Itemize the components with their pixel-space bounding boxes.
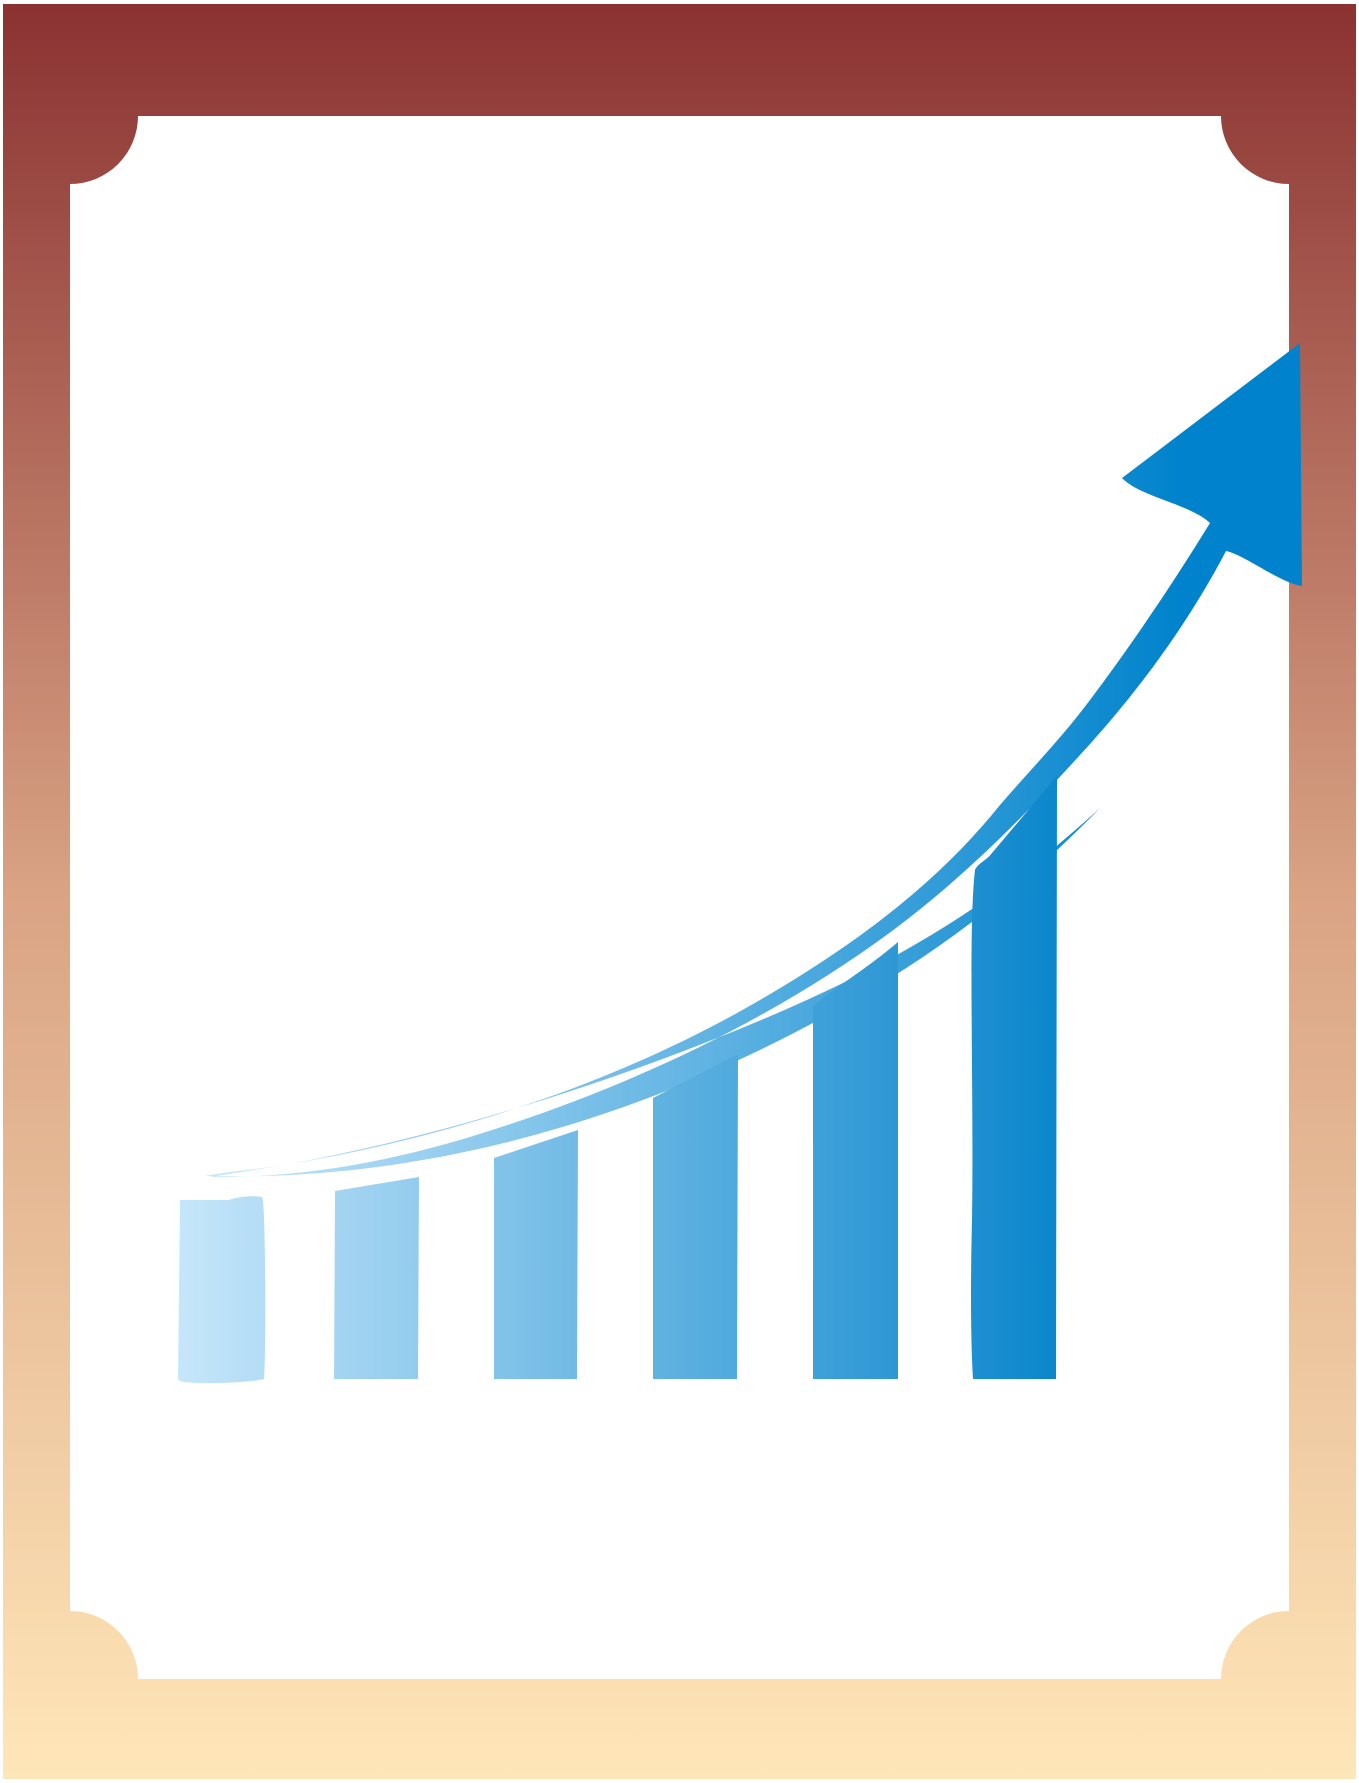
bar-group <box>178 776 1057 1384</box>
bar-4 <box>653 1054 738 1379</box>
bar-5 <box>813 942 898 1379</box>
decorative-frame <box>3 4 1356 1779</box>
bar-3 <box>494 1130 578 1379</box>
rising-arrow-icon <box>205 343 1302 1178</box>
bar-2 <box>334 1177 419 1379</box>
bar-6 <box>971 776 1057 1379</box>
bar-1 <box>178 1196 266 1384</box>
